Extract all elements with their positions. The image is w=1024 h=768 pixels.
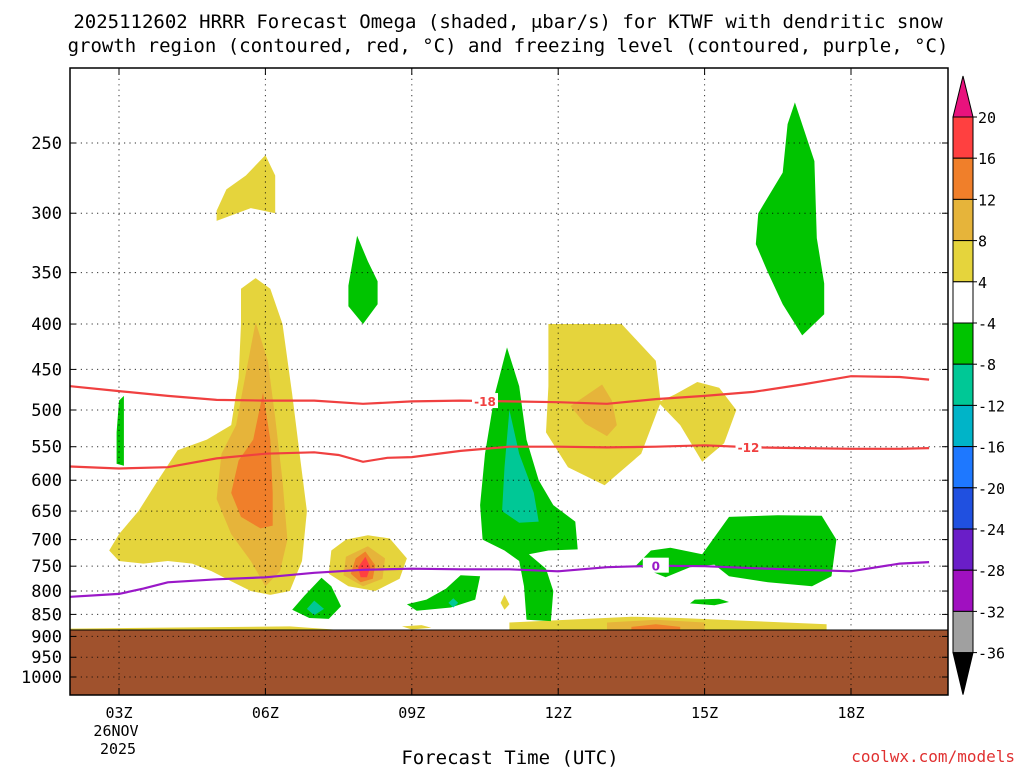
- contour-lines: -18 -12 0: [70, 375, 930, 598]
- date-label-day: 26NOV: [93, 722, 138, 740]
- y-tick-label: 450: [31, 360, 62, 380]
- colorbar-label: -16: [978, 439, 1005, 457]
- omega-region-0: [216, 155, 276, 221]
- colorbar-label: -24: [978, 521, 1005, 539]
- omega-region-17: [116, 395, 124, 466]
- omega-region-10: [658, 382, 737, 462]
- colorbar-box-5: [952, 281, 974, 324]
- colorbar-box-6: [952, 322, 974, 365]
- y-tick-label: 950: [31, 648, 62, 668]
- y-tick-label: 500: [31, 401, 62, 421]
- x-tick-label: 03Z: [105, 704, 132, 722]
- colorbar-box-2: [952, 157, 974, 200]
- x-tick-label: 09Z: [398, 704, 425, 722]
- omega-region-9: [570, 384, 617, 437]
- colorbar-box-12: [952, 569, 974, 612]
- freezing-level-contour-label-bg: [642, 557, 669, 573]
- colorbar-label: -4: [978, 315, 996, 333]
- freezing-level-contour: [70, 561, 930, 598]
- x-tick-label: 12Z: [545, 704, 572, 722]
- dgz-upper-contour-label-bg: [472, 393, 498, 409]
- y-tick-label: 550: [31, 438, 62, 458]
- dgz-lower-contour: [70, 444, 930, 470]
- dgz-upper-contour-label: -18: [474, 395, 496, 409]
- x-tick-label: 18Z: [837, 704, 864, 722]
- omega-region-24: [502, 410, 539, 523]
- colorbar-box-8: [952, 404, 974, 448]
- y-tick-label: 300: [31, 204, 62, 224]
- colorbar-box-4: [952, 240, 974, 283]
- dgz-lower-contour-label: -12: [738, 441, 760, 455]
- colorbar: 20 16 12 8 4 -4 -8 -12 -16 -20 -24 -28 -32 -36: [952, 75, 1005, 695]
- omega-region-3: [231, 392, 273, 529]
- colorbar-label: -8: [978, 356, 996, 374]
- date-label-year: 2025: [100, 740, 136, 758]
- y-tick-label: 1000: [21, 668, 62, 688]
- omega-region-15: [402, 625, 432, 630]
- y-tick-label: 600: [31, 471, 62, 491]
- chart-title-line1: 2025112602 HRRR Forecast Omega (shaded, …: [73, 11, 943, 33]
- omega-region-19: [292, 577, 341, 619]
- omega-region-27: [690, 598, 729, 606]
- colorbar-box-9: [952, 446, 974, 489]
- colorbar-box-3: [952, 198, 974, 242]
- omega-region-20: [306, 600, 324, 616]
- y-tick-label: 900: [31, 627, 62, 647]
- omega-region-21: [406, 575, 481, 611]
- omega-region-7: [358, 556, 371, 578]
- dgz-lower-contour-label-bg: [735, 439, 762, 455]
- colorbar-label: -28: [978, 562, 1005, 580]
- y-tick-label: 800: [31, 582, 62, 602]
- colorbar-label: 4: [978, 274, 987, 292]
- colorbar-label: -20: [978, 480, 1005, 498]
- chart-title-line2: growth region (contoured, red, °C) and f…: [68, 35, 949, 57]
- colorbar-label: 20: [978, 109, 996, 127]
- terrain-fill: [70, 629, 948, 695]
- x-axis-label: Forecast Time (UTC): [401, 747, 618, 768]
- omega-region-22: [448, 598, 459, 608]
- colorbar-label: -12: [978, 397, 1005, 415]
- plot-frame: [69, 67, 949, 696]
- y-tick-label: 350: [31, 264, 62, 284]
- colorbar-label: -36: [978, 645, 1005, 663]
- y-tick-label: 750: [31, 557, 62, 577]
- x-tick-label: 06Z: [252, 704, 279, 722]
- y-tick-label: 850: [31, 605, 62, 625]
- colorbar-box-1: [952, 116, 974, 159]
- y-tick-label: 700: [31, 531, 62, 551]
- omega-region-16: [500, 594, 510, 610]
- x-tick-label: 15Z: [691, 704, 718, 722]
- colorbar-box-7: [952, 363, 974, 406]
- colorbar-box-13: [952, 610, 974, 654]
- colorbar-label: 16: [978, 150, 996, 168]
- y-tick-label: 650: [31, 502, 62, 522]
- colorbar-bottom-arrow: [952, 652, 974, 695]
- y-axis: 2503003504004505005506006507007508008509…: [21, 134, 948, 688]
- y-tick-label: 250: [31, 134, 62, 154]
- terrain-mask: [70, 629, 948, 695]
- colorbar-label: 8: [978, 233, 987, 251]
- watermark: coolwx.com/models: [851, 747, 1015, 766]
- x-axis: 03Z 06Z 09Z 12Z 15Z 18Z: [105, 68, 865, 722]
- omega-region-25: [755, 102, 825, 336]
- colorbar-box-11: [952, 528, 974, 571]
- freezing-level-contour-label: 0: [652, 560, 660, 574]
- y-tick-label: 400: [31, 315, 62, 335]
- colorbar-label: -32: [978, 603, 1005, 621]
- omega-region-18: [348, 235, 378, 324]
- dgz-upper-contour: [70, 375, 930, 405]
- colorbar-label: 12: [978, 191, 996, 209]
- colorbar-box-10: [952, 487, 974, 530]
